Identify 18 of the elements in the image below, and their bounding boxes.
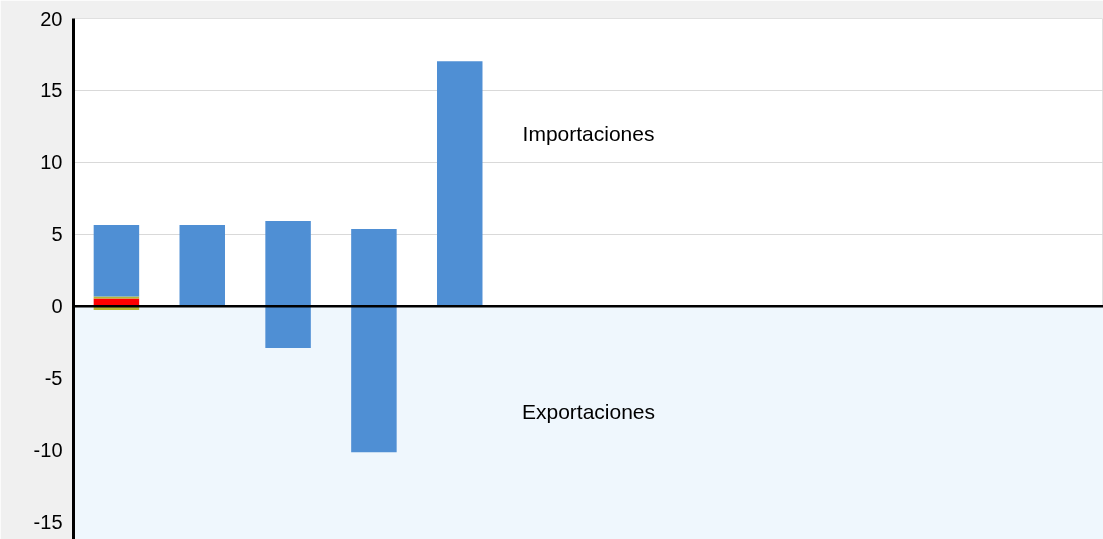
bar: [93, 224, 140, 297]
bar: [265, 221, 311, 307]
y-tick-label: -5: [44, 367, 63, 390]
bar: [437, 61, 483, 307]
y-tick-label: -15: [33, 511, 63, 534]
bar: [93, 296, 140, 299]
y-tick-label: 5: [51, 223, 63, 246]
y-tick-label: 15: [40, 79, 63, 102]
annotation: Importaciones: [522, 122, 655, 146]
y-tick-label: 0: [51, 295, 63, 318]
y-tick-label: -10: [33, 439, 63, 462]
y-tick-label: 20: [40, 7, 63, 30]
bar: [351, 228, 397, 307]
y-tick-label: 10: [40, 151, 63, 174]
annotation: Exportaciones: [521, 399, 656, 423]
bar: [179, 224, 225, 307]
bar: [351, 306, 397, 453]
bar: [265, 306, 311, 349]
